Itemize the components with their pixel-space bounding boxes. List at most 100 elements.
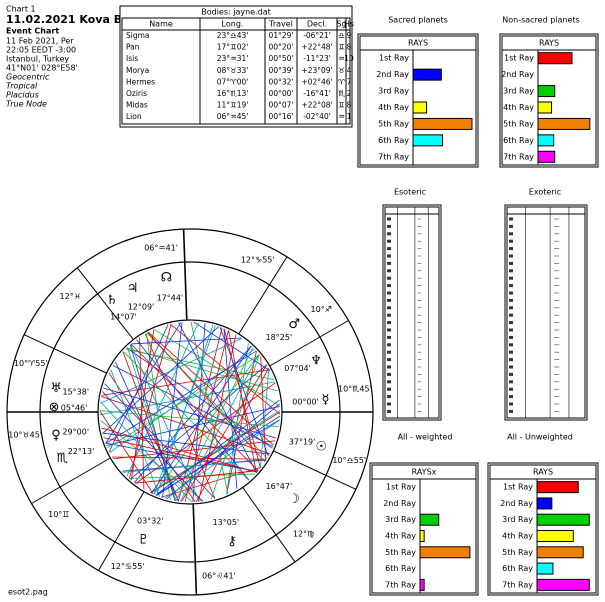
table-cell: ♈ — [338, 77, 345, 86]
cusp-label: 10°♎55' — [332, 456, 366, 465]
mini-row — [509, 261, 513, 265]
ray-label: 2nd Ray — [376, 70, 409, 79]
house-cusp — [31, 457, 111, 504]
column-header: Hs — [344, 20, 354, 29]
planet-glyph: ♄ — [106, 293, 118, 308]
chart-title: 11.02.2021 Kova Bu — [6, 13, 130, 26]
chart-title: Sacred planets — [388, 16, 448, 25]
planet-glyph: ☉ — [316, 440, 328, 455]
place: Istanbul, Turkey — [6, 55, 69, 64]
bar — [536, 578, 590, 591]
bar — [537, 150, 556, 163]
ray-label: 6th Ray — [385, 564, 416, 573]
mini-row — [509, 313, 513, 317]
table-caption: All - weighted — [398, 433, 453, 442]
mini-row — [387, 313, 391, 317]
mini-row — [509, 224, 513, 228]
planet-glyph: ⚷ — [227, 534, 237, 549]
aspect-line — [106, 405, 280, 446]
ray-label: 7th Ray — [378, 152, 409, 161]
ray-label: 4th Ray — [378, 103, 409, 112]
mini-row — [509, 365, 513, 369]
table-cell: 10 — [344, 54, 354, 63]
mini-row — [387, 372, 391, 376]
table-cell: 16°♏13' — [217, 89, 249, 98]
house-cusp — [76, 267, 134, 340]
mini-row — [509, 335, 513, 339]
aspect-line — [123, 458, 267, 473]
house-cusp — [269, 320, 349, 367]
aspect-line — [126, 322, 199, 477]
table-cell: 4 — [347, 66, 352, 75]
aspect-line — [101, 427, 257, 473]
mini-row — [387, 217, 391, 221]
planet-degree: 12°09' — [128, 302, 155, 311]
aspect-line — [112, 456, 267, 460]
setting: Geocentric — [6, 73, 50, 82]
table-cell: 9 — [347, 31, 352, 40]
table-cell: ♎ — [338, 31, 345, 40]
footer: esot2.pag — [8, 588, 48, 597]
aspect-line — [129, 473, 256, 479]
planet-glyph: ♇ — [138, 532, 150, 547]
mini-row — [509, 239, 513, 243]
time: 22:05 EEDT -3:00 — [6, 46, 76, 55]
column-header: Long. — [222, 20, 244, 29]
mini-row — [509, 254, 513, 258]
aspect-line — [130, 329, 155, 481]
planet-degree: 37°19' — [289, 438, 316, 447]
bar — [536, 497, 553, 510]
planet-degree: 07°04' — [284, 364, 311, 373]
aspect-line — [139, 337, 145, 490]
table-cell: +02°46' — [301, 77, 332, 86]
mini-table-inner — [506, 206, 586, 419]
aspect-line — [103, 387, 277, 439]
bar — [537, 85, 556, 98]
ray-label: 3rd Ray — [378, 87, 409, 96]
column-header: Sg — [336, 20, 346, 29]
bar — [412, 101, 428, 114]
planet-glyph: ♏ — [56, 451, 68, 466]
aspect-line — [181, 364, 268, 502]
aspect-line — [102, 391, 203, 502]
ray-label: 6th Ray — [502, 564, 533, 573]
aspect-line — [228, 330, 257, 473]
aspect-line — [135, 382, 276, 484]
date: 11 Feb 2021, Per — [6, 37, 74, 46]
chart-header: RAYS — [539, 39, 559, 48]
mini-row — [509, 395, 513, 399]
house-cusp — [273, 450, 357, 490]
bar — [412, 117, 473, 130]
planet-glyph: ♂ — [288, 317, 300, 332]
mini-row — [509, 350, 513, 354]
ray-label: 2nd Ray — [500, 499, 533, 508]
ray-label: 3rd Ray — [502, 515, 533, 524]
mini-row — [387, 291, 391, 295]
planet-glyph: ⊗ — [49, 400, 60, 415]
ray-label: 3rd Ray — [385, 515, 416, 524]
aspect-line — [126, 347, 278, 392]
setting: Tropical — [6, 82, 38, 91]
mini-row — [509, 358, 513, 362]
mini-row — [509, 247, 513, 251]
bar — [536, 481, 579, 494]
mini-row — [509, 276, 513, 280]
ray-label: 5th Ray — [385, 548, 416, 557]
planet-degree: 00°00' — [292, 397, 319, 406]
bar — [419, 578, 425, 591]
aspect-line — [153, 354, 260, 495]
mini-row — [387, 276, 391, 280]
table-cell: 01°29' — [269, 31, 294, 40]
aspect-line — [175, 347, 254, 502]
mini-row — [509, 328, 513, 332]
ray-label: 4th Ray — [502, 532, 533, 541]
aspect-line — [105, 442, 258, 472]
table-cell: -16°41' — [303, 89, 331, 98]
mini-row — [509, 217, 513, 221]
aspect-line — [156, 415, 281, 496]
ray-label: 7th Ray — [502, 580, 533, 589]
planet-degree: 13°05' — [213, 518, 240, 527]
mini-table — [504, 204, 588, 421]
mini-row — [387, 350, 391, 354]
